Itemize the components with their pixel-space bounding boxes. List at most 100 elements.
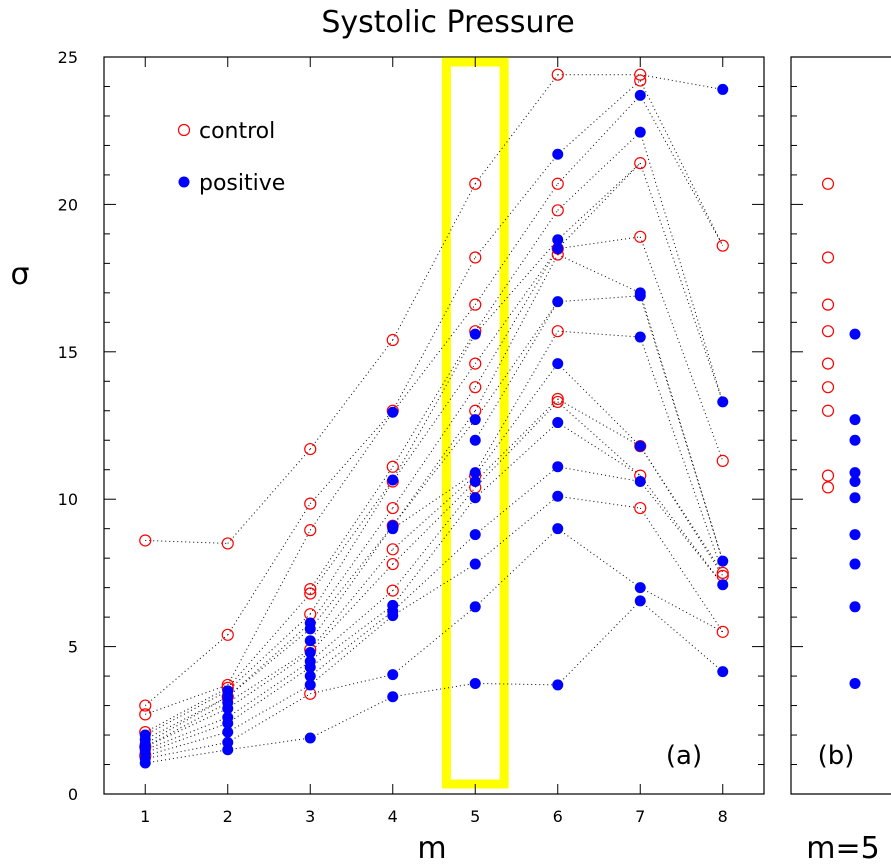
trajectory-line <box>557 495 641 509</box>
trajectory-line <box>474 398 559 482</box>
trajectory-line <box>474 401 559 488</box>
positive-point <box>387 610 399 622</box>
control-point <box>551 395 564 409</box>
trajectory-line <box>145 741 228 760</box>
trajectory-line <box>309 525 394 641</box>
positive-point <box>387 669 399 681</box>
trajectory-line <box>557 528 641 589</box>
positive-point <box>469 677 481 689</box>
control-point <box>304 497 317 510</box>
control-point <box>716 239 729 252</box>
control-point <box>139 699 152 712</box>
trajectory-line <box>227 503 311 636</box>
trajectory-line <box>309 479 394 594</box>
trajectory-line <box>640 74 723 90</box>
trajectory-line <box>474 301 559 420</box>
trajectory-line <box>474 239 559 335</box>
positive-point <box>304 732 316 744</box>
trajectory-line <box>392 682 476 698</box>
trajectory-line <box>639 475 724 585</box>
positive-point <box>387 406 399 418</box>
panel-b-ticks <box>791 56 803 795</box>
positive-series <box>139 83 729 769</box>
control-point <box>634 74 647 87</box>
trajectory-line <box>309 507 394 624</box>
trajectory-line <box>639 507 724 633</box>
trajectory-line <box>309 563 394 653</box>
control-point <box>716 566 729 580</box>
trajectory-line <box>557 600 641 686</box>
panel-b-label: (b) <box>818 741 855 771</box>
trajectory-line <box>557 422 641 477</box>
positive-point <box>304 646 316 658</box>
trajectory-line <box>474 183 559 305</box>
x-tick-label: 4 <box>388 807 398 826</box>
y-tick-label: 20 <box>58 195 78 214</box>
trajectory-line <box>145 708 228 748</box>
trajectory-line <box>639 292 724 562</box>
trajectory-line <box>309 410 394 504</box>
legend: control positive <box>177 119 285 196</box>
trajectory-line <box>227 652 311 709</box>
positive-point <box>552 679 564 691</box>
control-point-b <box>821 177 835 190</box>
trajectory-line <box>227 649 311 704</box>
control-point <box>634 230 647 243</box>
trajectory-line <box>227 693 311 743</box>
control-point <box>634 501 647 515</box>
trajectory-line <box>640 587 723 633</box>
positive-point-b <box>849 558 861 570</box>
trajectory-line <box>309 548 394 650</box>
positive-point <box>552 461 564 473</box>
trajectory-line <box>639 80 724 246</box>
positive-point <box>304 635 316 647</box>
trajectory-line <box>227 593 311 689</box>
positive-point <box>634 290 646 302</box>
trajectory-line <box>227 622 311 698</box>
trajectory-line <box>227 737 311 751</box>
control-point <box>551 392 564 406</box>
trajectory-line <box>392 481 476 565</box>
x-tick-label: 5 <box>470 807 480 826</box>
positive-point <box>387 691 399 703</box>
control-point <box>551 325 564 338</box>
control-point <box>386 543 399 556</box>
control-point <box>221 628 234 641</box>
positive-point <box>552 234 564 246</box>
trajectory-line <box>557 363 641 447</box>
y-tick-label: 25 <box>58 48 78 67</box>
positive-point-b <box>849 492 861 504</box>
control-point <box>469 381 482 394</box>
positive-point-b <box>849 529 861 541</box>
positive-point <box>717 579 729 591</box>
trajectory-line <box>474 74 559 185</box>
trajectory-line <box>145 696 228 745</box>
trajectory-line <box>557 80 641 155</box>
trajectory-line <box>144 634 229 706</box>
trajectory-line <box>309 339 394 450</box>
trajectory-line <box>145 684 228 715</box>
positive-point-b <box>849 677 861 689</box>
control-point <box>551 68 564 81</box>
positive-point-b <box>849 467 861 479</box>
positive-point <box>304 679 316 691</box>
positive-point <box>634 440 646 452</box>
positive-point <box>552 523 564 535</box>
positive-point <box>552 490 564 502</box>
trajectory-line <box>392 410 476 527</box>
control-point <box>634 157 647 170</box>
trajectory-line <box>309 466 394 590</box>
control-point <box>139 708 152 721</box>
control-point <box>469 251 482 264</box>
trajectory-line <box>474 210 559 332</box>
trajectory-line <box>639 445 724 577</box>
control-point-b <box>821 325 835 338</box>
x-axis-title: m <box>417 831 446 865</box>
positive-point <box>469 328 481 340</box>
trajectory-line <box>639 95 724 246</box>
positive-point <box>634 476 646 488</box>
positive-point-b <box>849 328 861 340</box>
trajectory-line <box>227 628 311 698</box>
trajectory-line <box>557 254 641 294</box>
